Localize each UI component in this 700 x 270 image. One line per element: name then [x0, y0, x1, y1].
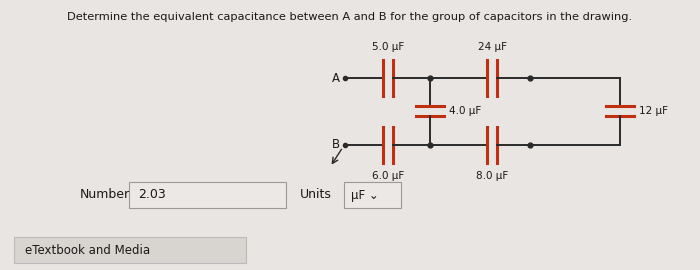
FancyBboxPatch shape	[14, 237, 246, 263]
FancyBboxPatch shape	[129, 182, 286, 208]
Text: eTextbook and Media: eTextbook and Media	[25, 244, 150, 256]
Text: Number: Number	[80, 188, 130, 201]
Text: μF ⌄: μF ⌄	[351, 188, 379, 201]
Text: 8.0 μF: 8.0 μF	[476, 171, 508, 181]
Text: A: A	[332, 72, 340, 85]
FancyBboxPatch shape	[344, 182, 401, 208]
Text: 12 μF: 12 μF	[639, 106, 668, 116]
Text: 4.0 μF: 4.0 μF	[449, 106, 482, 116]
Text: Units: Units	[300, 188, 332, 201]
Text: B: B	[332, 139, 340, 151]
Text: 2.03: 2.03	[138, 188, 166, 201]
Text: Determine the equivalent capacitance between A and B for the group of capacitors: Determine the equivalent capacitance bet…	[67, 12, 633, 22]
Text: 5.0 μF: 5.0 μF	[372, 42, 404, 52]
Text: 6.0 μF: 6.0 μF	[372, 171, 404, 181]
Text: 24 μF: 24 μF	[477, 42, 507, 52]
